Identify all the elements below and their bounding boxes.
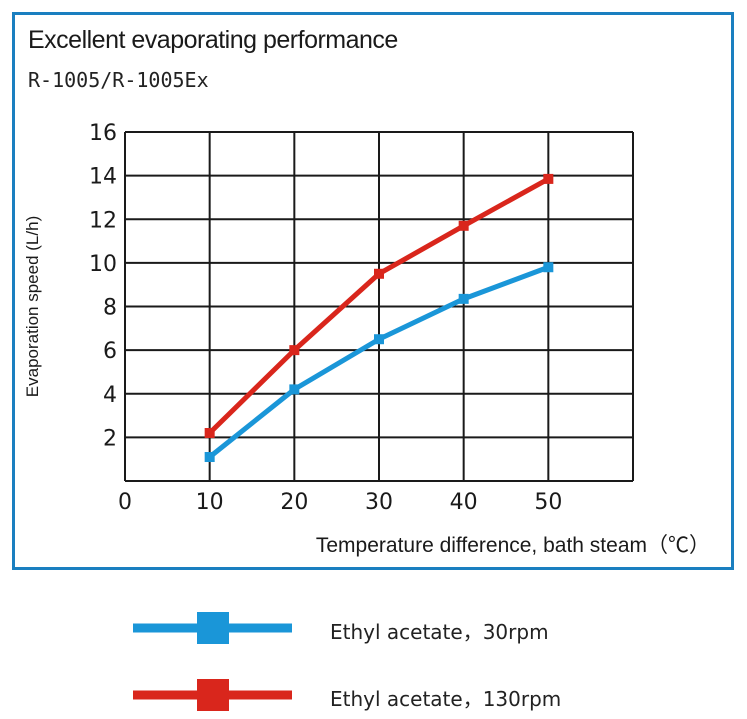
- y-tick-label: 6: [103, 339, 117, 364]
- chart-frame: [12, 12, 734, 570]
- y-tick-label: 14: [89, 165, 117, 190]
- legend-label-0: Ethyl acetate，30rpm: [330, 620, 549, 644]
- legend-marker-0: [197, 612, 229, 644]
- data-point-1: [374, 268, 384, 279]
- x-tick-label: 20: [280, 490, 308, 515]
- x-tick-label: 0: [118, 490, 132, 515]
- data-point-0: [543, 262, 554, 273]
- chart-title: Excellent evaporating performance: [28, 26, 398, 54]
- data-point-0: [458, 293, 469, 304]
- legend-marker-1: [197, 679, 229, 711]
- data-point-1: [458, 220, 469, 231]
- x-tick-label: 10: [196, 490, 224, 515]
- data-point-0: [204, 452, 215, 463]
- y-tick-label: 8: [103, 296, 117, 321]
- chart-subtitle: R-1005/R-1005Ex: [28, 68, 209, 92]
- data-point-1: [543, 173, 554, 184]
- x-tick-label: 40: [450, 490, 478, 515]
- data-point-1: [289, 345, 300, 356]
- data-point-1: [204, 428, 215, 439]
- y-tick-label: 16: [89, 121, 117, 146]
- x-tick-label: 50: [534, 490, 562, 515]
- data-point-0: [289, 384, 300, 395]
- y-tick-label: 4: [103, 383, 117, 408]
- x-axis-label: Temperature difference, bath steam（℃）: [316, 534, 710, 557]
- legend-label-1: Ethyl acetate，130rpm: [330, 687, 562, 711]
- y-axis-label: Evaporation speed (L/h): [23, 216, 42, 397]
- y-tick-label: 2: [103, 426, 117, 451]
- x-tick-label: 30: [365, 490, 393, 515]
- y-tick-label: 10: [89, 252, 117, 277]
- data-point-0: [374, 334, 384, 345]
- y-tick-label: 12: [89, 208, 117, 233]
